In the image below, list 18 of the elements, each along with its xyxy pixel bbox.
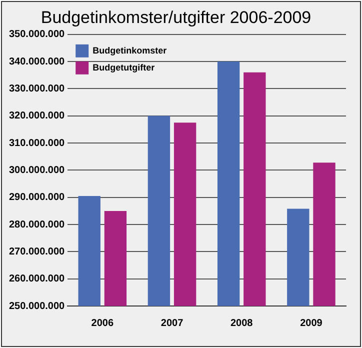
y-tick-label: 280.000.000 (8, 219, 66, 230)
legend-label: Budgetutgifter (92, 62, 156, 72)
legend-label: Budgetinkomster (92, 45, 168, 56)
y-tick-label: 320.000.000 (8, 110, 66, 122)
x-tick-label: 2008 (230, 318, 254, 329)
y-tick-label: 270.000.000 (8, 246, 66, 258)
y-tick-label: 300.000.000 (8, 164, 66, 176)
y-tick-label: 260.000.000 (8, 274, 66, 285)
y-tick-label: 350.000.000 (8, 29, 66, 40)
x-tick-label: 2006 (91, 318, 114, 329)
y-tick-label: 310.000.000 (8, 138, 66, 149)
y-tick-label: 250.000.000 (8, 300, 66, 312)
y-tick-label: 340.000.000 (8, 56, 66, 68)
x-tick-label: 2007 (160, 318, 184, 329)
chart-title: Budgetinkomster/utgifter 2006-2009 (40, 8, 312, 27)
y-tick-label: 290.000.000 (8, 192, 66, 204)
y-tick-label: 330.000.000 (8, 83, 66, 94)
x-tick-label: 2009 (300, 318, 323, 329)
